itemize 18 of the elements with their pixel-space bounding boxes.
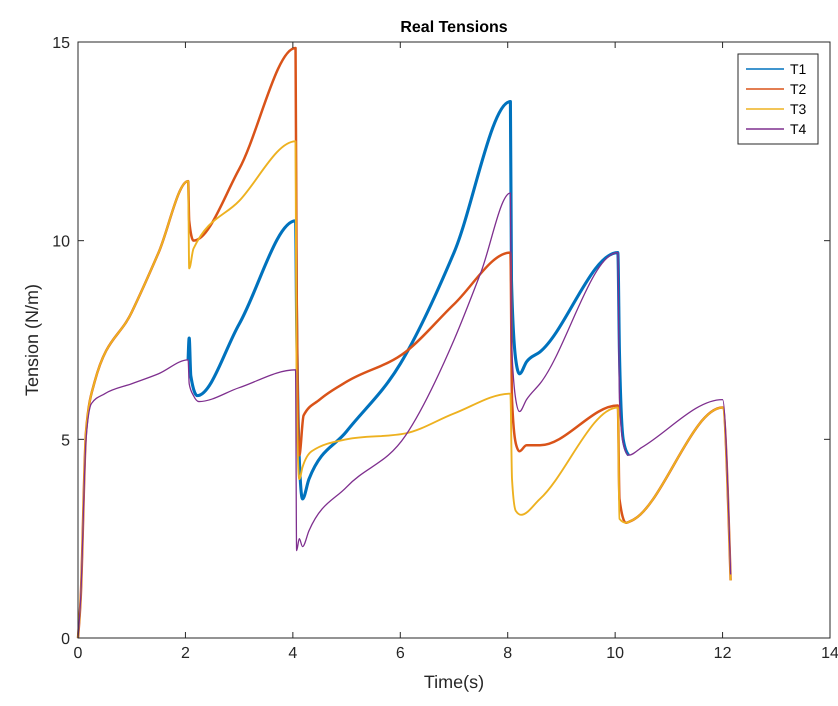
x-axis-title: Time(s) <box>424 672 484 692</box>
legend-label: T2 <box>790 81 807 97</box>
y-tick-label: 5 <box>61 432 70 450</box>
legend-label: T1 <box>790 61 807 77</box>
x-tick-label: 6 <box>396 645 405 662</box>
x-tick-label: 12 <box>714 645 732 662</box>
x-tick-label: 2 <box>180 645 190 662</box>
x-tick-label: 4 <box>288 645 298 662</box>
x-tick-label: 8 <box>503 645 512 662</box>
legend-label: T3 <box>790 101 807 117</box>
y-tick-label: 15 <box>52 35 70 52</box>
chart-title: Real Tensions <box>400 19 508 36</box>
y-tick-label: 10 <box>52 234 70 251</box>
legend-label: T4 <box>790 121 807 137</box>
x-tick-label: 10 <box>606 645 624 662</box>
y-tick-label: 0 <box>61 631 70 648</box>
x-tick-label: 0 <box>74 645 83 662</box>
y-axis-title: Tension (N/m) <box>22 284 42 396</box>
